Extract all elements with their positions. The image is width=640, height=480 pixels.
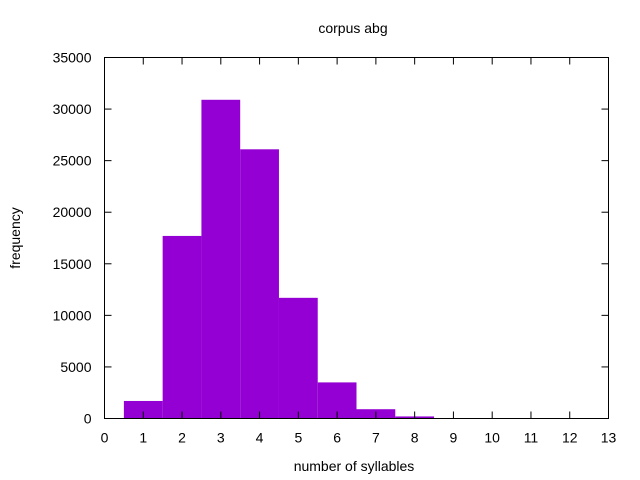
x-tick-label-3: 3 bbox=[217, 430, 225, 446]
chart-title: corpus abg bbox=[318, 20, 387, 36]
y-tick-label-35000: 35000 bbox=[53, 50, 92, 66]
y-tick-label-25000: 25000 bbox=[53, 153, 92, 169]
y-axis-label: frequency bbox=[7, 207, 23, 268]
x-tick-label-13: 13 bbox=[601, 430, 617, 446]
y-tick-label-0: 0 bbox=[84, 411, 92, 427]
plot-frame bbox=[104, 57, 609, 419]
y-tick-label-30000: 30000 bbox=[53, 101, 92, 117]
x-tick-label-12: 12 bbox=[562, 430, 578, 446]
x-axis: 0 1 2 3 4 5 6 7 8 9 10 11 12 13 bbox=[101, 57, 617, 446]
x-tick-label-6: 6 bbox=[333, 430, 341, 446]
y-tick-label-5000: 5000 bbox=[60, 359, 91, 375]
x-tick-label-11: 11 bbox=[524, 430, 539, 446]
bars-group bbox=[123, 99, 590, 419]
x-tick-label-5: 5 bbox=[294, 430, 302, 446]
bar-5 bbox=[278, 297, 318, 419]
x-tick-label-9: 9 bbox=[450, 430, 458, 446]
bar-1 bbox=[123, 400, 163, 419]
bar-2 bbox=[162, 235, 202, 419]
y-axis: 0 5000 10000 15000 20000 25000 30000 35000 bbox=[53, 50, 609, 427]
bar-3 bbox=[201, 99, 241, 419]
y-tick-label-15000: 15000 bbox=[53, 256, 92, 272]
x-tick-label-0: 0 bbox=[101, 430, 109, 446]
x-tick-label-2: 2 bbox=[178, 430, 186, 446]
x-tick-label-1: 1 bbox=[139, 430, 147, 446]
x-axis-label: number of syllables bbox=[294, 458, 415, 474]
x-tick-label-10: 10 bbox=[484, 430, 500, 446]
x-tick-label-7: 7 bbox=[372, 430, 380, 446]
x-tick-label-4: 4 bbox=[256, 430, 264, 446]
x-tick-label-8: 8 bbox=[411, 430, 419, 446]
bar-4 bbox=[240, 149, 279, 419]
y-tick-label-10000: 10000 bbox=[53, 307, 92, 323]
y-tick-label-20000: 20000 bbox=[53, 204, 92, 220]
